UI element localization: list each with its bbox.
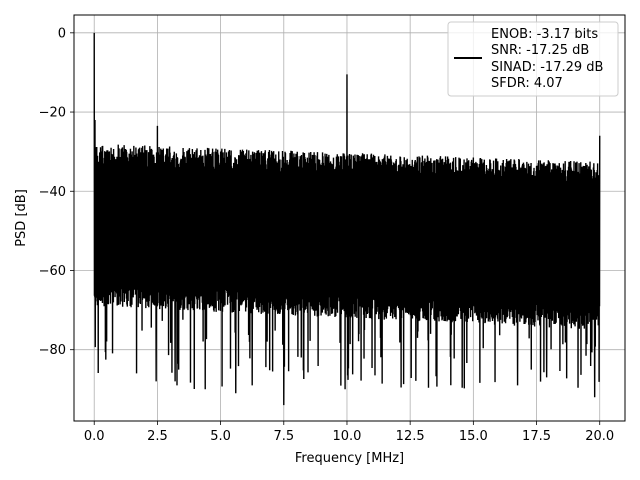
legend-entry-sfdr: SFDR: 4.07 [491, 76, 563, 91]
x-tick-label: 5.0 [210, 429, 231, 444]
psd-line-series [93, 32, 601, 406]
legend-entry-enob: ENOB: -3.17 bits [491, 27, 598, 42]
x-axis-label: Frequency [MHz] [295, 451, 404, 466]
y-axis-label: PSD [dB] [14, 189, 29, 247]
x-tick-label: 12.5 [396, 429, 425, 444]
legend-entry-snr: SNR: -17.25 dB [491, 43, 589, 58]
legend: ENOB: -3.17 bits SNR: -17.25 dB SINAD: -… [447, 21, 619, 97]
y-axis-ticks: 0 −20 −40 −60 −80 [39, 26, 74, 358]
x-tick-label: 7.5 [273, 429, 294, 444]
legend-box [447, 21, 619, 97]
x-tick-label: 2.5 [147, 429, 168, 444]
plot-area-frame [73, 14, 626, 422]
legend-entry-sinad: SINAD: -17.29 dB [491, 60, 603, 75]
y-tick-label: −20 [39, 106, 66, 121]
x-tick-label: 17.5 [522, 429, 551, 444]
y-tick-label: −60 [39, 264, 66, 279]
y-tick-label: −80 [39, 343, 66, 358]
x-axis-ticks: 0.0 2.5 5.0 7.5 10.0 12.5 15.0 17.5 20.0 [84, 421, 614, 444]
x-tick-label: 10.0 [332, 429, 361, 444]
y-tick-label: 0 [58, 26, 66, 41]
y-tick-label: −40 [39, 185, 66, 200]
x-tick-label: 20.0 [585, 429, 614, 444]
x-tick-label: 15.0 [459, 429, 488, 444]
x-tick-label: 0.0 [84, 429, 105, 444]
